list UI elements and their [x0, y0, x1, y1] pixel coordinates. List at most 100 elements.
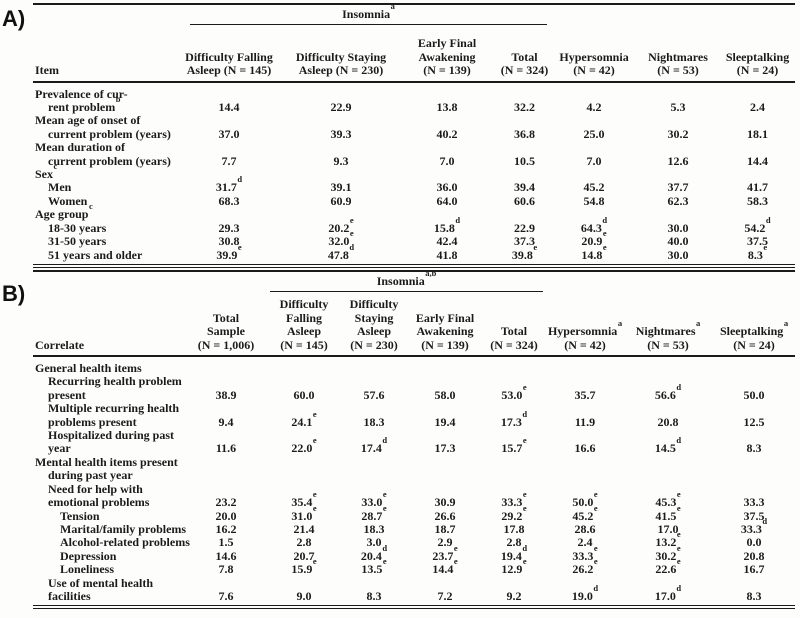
- footnote-marker: d: [382, 542, 388, 553]
- row-label-line: problems present: [48, 414, 137, 429]
- value-cell: [397, 168, 497, 181]
- value-cell: 8.3e: [747, 241, 768, 262]
- row-label: Age groupc: [33, 202, 173, 221]
- row-label: 18-30 years: [33, 220, 173, 235]
- row-label-line: Hospitalized during past: [48, 428, 175, 443]
- footnote-marker: e: [763, 241, 768, 252]
- row-label-line: Women: [48, 193, 88, 208]
- value-cell: 58.0: [434, 387, 456, 402]
- row-label-line: current problem (years): [48, 126, 171, 141]
- value-cell: 29.3: [218, 220, 240, 235]
- value-cell: 62.3: [667, 193, 689, 208]
- value-cell: 2.4: [577, 535, 593, 550]
- value-cell: 20.0: [215, 508, 237, 523]
- value-cell: 60.0: [293, 387, 315, 402]
- value-cell: 18.3: [363, 521, 385, 536]
- value-cell: 33.3e: [572, 542, 598, 563]
- spacer-cell: [547, 271, 623, 292]
- row-label-line: Recurring health problem: [48, 374, 182, 389]
- row-label-line: Prevalence of cur-: [35, 86, 128, 101]
- value-cell: [497, 168, 552, 181]
- value-cell: [720, 168, 795, 181]
- footnote-marker: e: [522, 435, 527, 446]
- value-cell: 30.0: [667, 220, 689, 235]
- footnote-marker: e: [602, 228, 607, 239]
- column-header: Nightmaresa (N = 53): [623, 292, 714, 358]
- value-cell: 9.2: [506, 588, 522, 603]
- column-header-line: Staying: [354, 310, 394, 325]
- value-cell: [547, 356, 623, 375]
- value-cell: 37.7: [667, 180, 689, 195]
- column-header-line: (N = 324): [490, 337, 538, 352]
- value-cell: 7.6: [218, 588, 234, 603]
- footnote-marker: e: [522, 381, 527, 392]
- footnote-marker: d: [349, 241, 355, 252]
- table-row: Age groupc: [33, 202, 795, 221]
- footnote-marker: d: [237, 174, 243, 185]
- value-cell: 12.6: [667, 153, 689, 168]
- row-label-line: Mean duration of: [35, 140, 125, 155]
- table-row: 18-30 years 29.3 20.2e 15.8d 22.9 64.3d 30.0 54…: [33, 214, 795, 235]
- footnote-marker: e: [312, 408, 317, 419]
- footnote-marker: c: [53, 161, 58, 172]
- row-label-line: 31-50 years: [48, 234, 107, 249]
- value-cell: [547, 456, 623, 483]
- value-cell: 2.4: [750, 100, 766, 115]
- column-header-line: Hypersomniaa: [547, 318, 623, 339]
- stub-column-header: Correlate: [33, 292, 183, 358]
- value-cell: 35.7: [574, 387, 596, 402]
- value-cell: 54.2d: [744, 214, 771, 235]
- row-label: Loneliness: [33, 562, 183, 576]
- value-cell: 38.9: [215, 387, 237, 402]
- column-header: Early Final Awakening (N = 139): [409, 292, 481, 358]
- value-cell: [636, 208, 720, 221]
- row-label-line: General health items: [35, 361, 142, 376]
- table-row: Use of mental health facilities 7.6 9.0 8.3 7…: [33, 576, 795, 608]
- value-cell: 2.8: [506, 535, 522, 550]
- column-header-line: (N = 324): [500, 63, 549, 78]
- footnote-marker: e: [312, 489, 317, 500]
- table-row: Women 68.3 60.9 64.0 60.6 54.8 62.3 58.3: [33, 193, 795, 208]
- column-header-line: (N = 139): [421, 337, 469, 352]
- value-cell: [269, 456, 339, 483]
- row-label-line: rent problemb: [48, 94, 121, 115]
- table-b-health-correlates: Insomniaa,b Correlate Total Sample (N = 1,00…: [33, 269, 796, 610]
- value-cell: 39.3: [330, 126, 352, 141]
- column-header-line: (N = 145): [280, 337, 328, 352]
- column-header-line: Total: [212, 310, 240, 325]
- value-cell: 18.1: [747, 126, 769, 141]
- footnote-marker: c: [88, 201, 93, 212]
- value-cell: 13.2e: [655, 529, 681, 550]
- row-label-line: current problem (years): [48, 153, 171, 168]
- row-label: Mean duration of current problem (years): [33, 140, 173, 168]
- value-cell: 30.8: [218, 234, 240, 249]
- column-header-line: (N = 230): [350, 337, 398, 352]
- footnote-marker: e: [676, 489, 681, 500]
- value-cell: 37.3: [514, 234, 536, 249]
- value-cell: 30.0: [667, 247, 689, 262]
- value-cell: 26.6: [434, 508, 456, 523]
- column-header-line: Nightmaresa: [635, 318, 701, 339]
- table-row: Mean duration of current problem (years) 7…: [33, 140, 795, 168]
- panel-a-label: A): [2, 6, 26, 31]
- column-header-line: Asleep (N = 145): [186, 63, 272, 78]
- row-label: Sexc: [33, 162, 173, 181]
- row-label: Alcohol-related problems: [33, 535, 190, 549]
- row-label: Tension: [33, 509, 183, 523]
- value-cell: [552, 168, 636, 181]
- value-cell: 7.2: [437, 588, 453, 603]
- row-label: Prevalence of cur-rent problemb: [33, 82, 173, 115]
- column-header-line: Difficulty Falling: [185, 49, 273, 64]
- value-cell: 39.1: [330, 180, 352, 195]
- panel-b-label: B): [2, 281, 26, 306]
- table-row: Prevalence of cur-rent problemb 14.4 22.9 1…: [33, 82, 795, 115]
- value-cell: 7.7: [221, 153, 237, 168]
- value-cell: 17.8: [503, 521, 525, 536]
- value-cell: 20.7: [293, 548, 315, 563]
- value-cell: 1.5: [218, 535, 234, 550]
- value-cell: [713, 356, 795, 375]
- column-header-line: Total: [511, 49, 538, 64]
- footnote-marker: a: [783, 318, 789, 329]
- row-label-line: 18-30 years: [48, 220, 107, 235]
- footnote-marker: a: [617, 318, 623, 329]
